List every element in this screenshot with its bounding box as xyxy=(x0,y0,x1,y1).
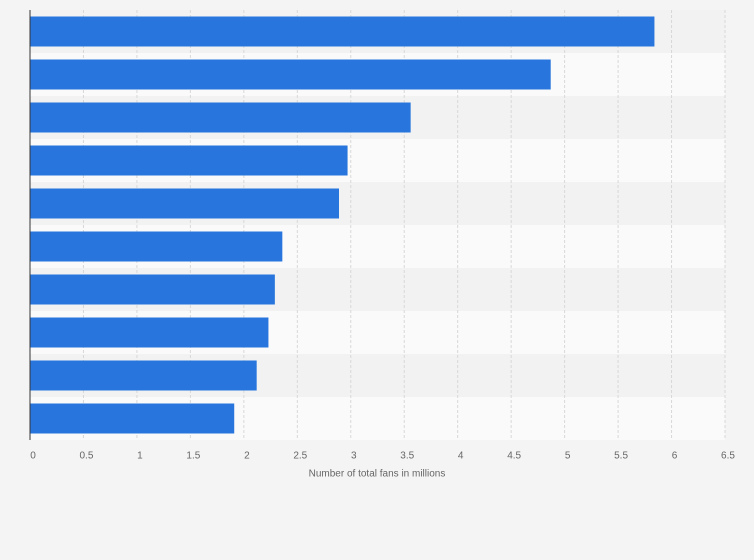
bar xyxy=(30,102,411,133)
x-tick-label: 1.5 xyxy=(186,451,200,462)
x-tick-label: 5.5 xyxy=(614,451,628,462)
x-tick-label: 6.5 xyxy=(721,451,735,462)
bar xyxy=(30,317,269,348)
bar xyxy=(30,188,340,219)
x-tick-label: 4.5 xyxy=(507,451,521,462)
bar xyxy=(30,360,257,391)
x-tick-label: 0 xyxy=(30,451,36,462)
x-tick-label: 1 xyxy=(137,451,143,462)
bar xyxy=(30,231,283,262)
x-tick-label: 4 xyxy=(458,451,464,462)
x-tick-label: 2 xyxy=(244,451,250,462)
x-tick-label: 3 xyxy=(351,451,357,462)
x-tick-label: 2.5 xyxy=(293,451,307,462)
x-tick-label: 6 xyxy=(672,451,678,462)
x-tick-label: 3.5 xyxy=(400,451,414,462)
bar xyxy=(30,16,655,47)
x-tick-label: 0.5 xyxy=(80,451,94,462)
x-tick-label: 5 xyxy=(565,451,571,462)
bar xyxy=(30,274,275,305)
bar xyxy=(30,145,348,176)
x-axis-title: Number of total fans in millions xyxy=(309,469,446,480)
bar xyxy=(30,59,551,90)
bar xyxy=(30,403,235,434)
